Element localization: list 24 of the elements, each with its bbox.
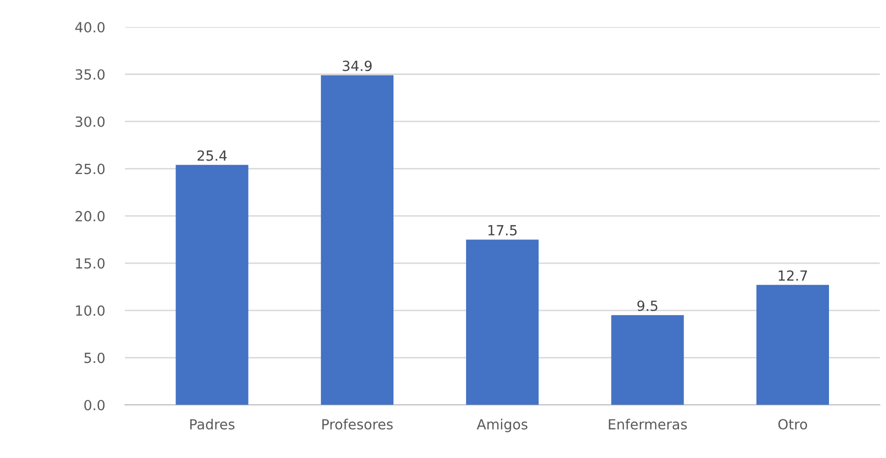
x-tick-label: Profesores <box>322 418 393 430</box>
x-tick-label: Enfermeras <box>608 418 687 430</box>
y-tick-label: 0.0 <box>84 400 105 410</box>
bar <box>466 240 539 405</box>
bar <box>320 75 394 405</box>
data-label: 25.4 <box>198 150 227 161</box>
data-label: 17.5 <box>488 225 517 236</box>
y-tick-label: 35.0 <box>76 69 105 80</box>
y-tick-label: 30.0 <box>76 116 105 127</box>
x-tick-label: Amigos <box>476 418 528 432</box>
x-tick-label: Padres <box>190 418 234 430</box>
x-tick-label: Otro <box>778 419 808 430</box>
y-tick-label: 25.0 <box>76 164 105 174</box>
data-label: 34.9 <box>342 60 372 72</box>
y-tick-label: 10.0 <box>76 305 105 316</box>
bar <box>176 164 248 405</box>
y-tick-label: 40.0 <box>75 22 105 32</box>
data-label: 9.5 <box>637 300 658 312</box>
y-tick-label: 5.0 <box>84 352 105 364</box>
bar <box>756 284 829 405</box>
data-label: 12.7 <box>778 270 807 281</box>
y-tick-label: 15.0 <box>76 258 105 269</box>
y-tick-label: 20.0 <box>76 210 105 222</box>
bar <box>611 315 684 405</box>
